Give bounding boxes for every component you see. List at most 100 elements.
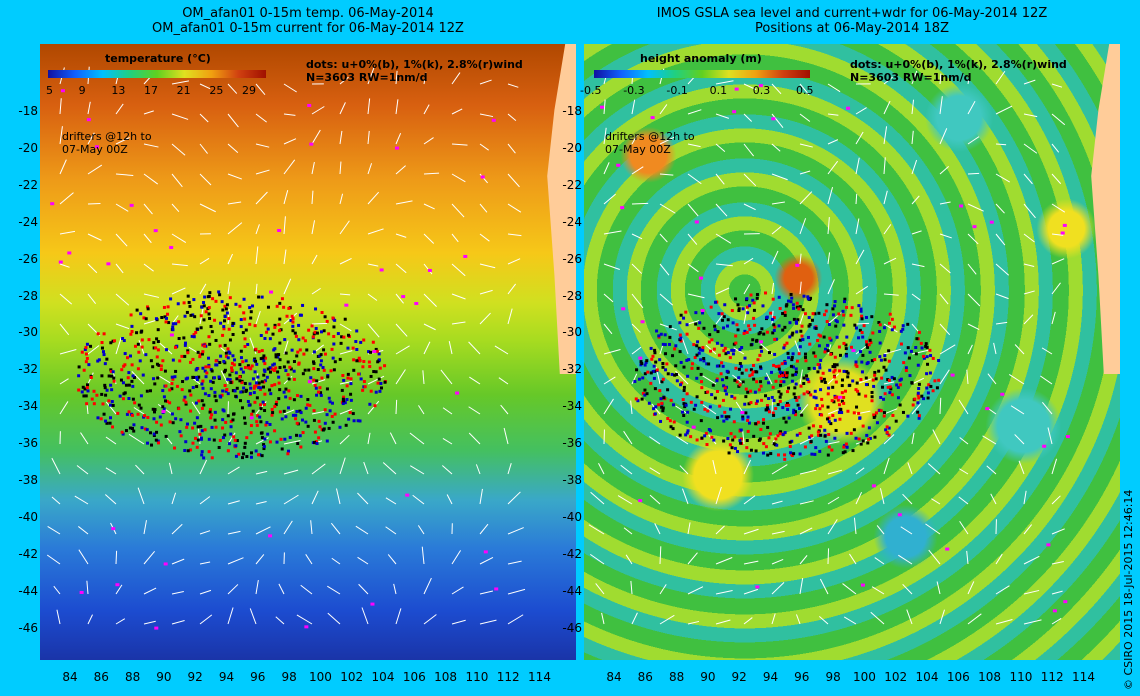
drifter-dot xyxy=(161,405,165,409)
drifter-dot xyxy=(811,312,815,316)
current-vector-arrow xyxy=(227,466,240,475)
current-vector-arrow xyxy=(855,344,868,355)
drifter-dot xyxy=(829,422,833,426)
drifter-dot xyxy=(720,361,724,365)
drifter-dot xyxy=(870,359,874,363)
current-vector-arrow xyxy=(743,617,753,625)
drifter-dot xyxy=(338,425,342,429)
drifter-dot xyxy=(674,344,678,348)
current-vector-arrow xyxy=(311,161,315,175)
drifter-dot xyxy=(803,312,807,316)
drifter-dot xyxy=(153,382,157,386)
drifter-dot xyxy=(377,377,381,381)
drifter-dot xyxy=(844,352,848,356)
current-vector-arrow xyxy=(283,138,297,145)
drifter-dot xyxy=(156,328,160,332)
drifter-dot xyxy=(772,363,776,367)
current-vector-arrow xyxy=(199,459,208,475)
drifter-dot xyxy=(791,352,795,356)
current-vector-arrow xyxy=(1041,347,1053,355)
current-vector-arrow xyxy=(115,203,129,212)
current-vector-arrow xyxy=(879,488,885,505)
latitude-tick-label: -42 xyxy=(18,546,38,561)
drifter-dot xyxy=(355,329,359,333)
right-colorbar-tick: -0.3 xyxy=(623,84,645,97)
drifter-dot xyxy=(326,375,330,379)
drifter-dot xyxy=(127,371,131,375)
drifter-dot xyxy=(103,383,107,387)
drifter-dot xyxy=(214,399,218,403)
current-vector-arrow xyxy=(451,619,466,625)
current-vector-arrow xyxy=(799,555,808,565)
drifter-dot xyxy=(367,350,371,354)
right-colorbar-tick: 0.5 xyxy=(796,84,814,97)
current-vector-arrow xyxy=(363,461,369,475)
drifter-dot xyxy=(844,442,848,446)
drifter-dot xyxy=(772,442,776,446)
current-vector-arrow xyxy=(336,488,341,505)
drifter-dot xyxy=(894,419,898,423)
drifter-dot xyxy=(864,394,868,398)
drifter-dot xyxy=(878,329,882,333)
drifter-dot xyxy=(697,326,701,330)
drifter-dot xyxy=(765,406,769,410)
drifter-dot xyxy=(818,449,822,453)
drifter-dot xyxy=(198,352,202,356)
current-vector-arrow xyxy=(715,619,731,625)
drifter-dot xyxy=(227,317,231,321)
drifter-dot xyxy=(210,330,214,334)
drifter-dot xyxy=(825,417,829,421)
drifter-dot xyxy=(270,413,274,417)
drifter-dot xyxy=(277,323,281,327)
right-map-title: IMOS GSLA sea level and current+wdr for … xyxy=(584,6,1120,36)
drifter-dot xyxy=(191,375,195,379)
left-drifter-overlay xyxy=(46,66,526,630)
drifter-dot xyxy=(280,417,284,421)
current-vector-arrow xyxy=(911,263,925,268)
current-vector-arrow xyxy=(498,377,509,385)
current-vector-arrow xyxy=(479,619,497,625)
drifter-dot xyxy=(292,377,296,381)
drifter-dot xyxy=(749,343,753,347)
drifter-dot xyxy=(168,388,172,392)
drifter-dot xyxy=(819,425,823,429)
drifter-dot xyxy=(898,403,902,407)
current-vector-arrow xyxy=(199,614,213,625)
drifter-dot xyxy=(668,335,672,339)
drifter-dot xyxy=(315,393,319,397)
drifter-dot xyxy=(726,437,730,441)
drifter-dot xyxy=(682,413,686,417)
drifter-dot xyxy=(663,343,667,347)
drifter-dot xyxy=(708,333,712,337)
drifter-dot xyxy=(774,337,778,341)
drifter-dot xyxy=(819,334,823,338)
drifter-dot xyxy=(929,384,933,388)
current-vector-arrow xyxy=(939,293,949,305)
drifter-dot xyxy=(182,336,186,340)
drifter-dot xyxy=(183,448,187,452)
drifter-dot xyxy=(778,399,782,403)
drifter-dot xyxy=(867,437,871,441)
drifter-dot xyxy=(194,401,198,405)
drifter-dot xyxy=(225,311,229,315)
drifter-dot xyxy=(232,435,236,439)
drifter-dot xyxy=(307,328,311,332)
float-marker xyxy=(691,425,696,429)
drifter-dot xyxy=(662,396,666,400)
drifter-dot xyxy=(374,370,378,374)
current-vector-arrow xyxy=(967,100,976,115)
drifter-dot xyxy=(288,396,292,400)
drifter-dot xyxy=(213,390,217,394)
drifter-dot xyxy=(170,387,174,391)
drifter-dot xyxy=(186,351,190,355)
float-marker xyxy=(755,585,760,589)
drifter-dot xyxy=(283,437,287,441)
current-vector-arrow xyxy=(911,159,918,175)
drifter-dot xyxy=(201,379,205,383)
current-vector-arrow xyxy=(357,492,369,505)
latitude-tick-label: -26 xyxy=(562,251,582,266)
drifter-dot xyxy=(721,398,725,402)
drifter-dot xyxy=(140,345,144,349)
current-vector-arrow xyxy=(799,469,817,475)
current-vector-arrow xyxy=(310,520,313,535)
